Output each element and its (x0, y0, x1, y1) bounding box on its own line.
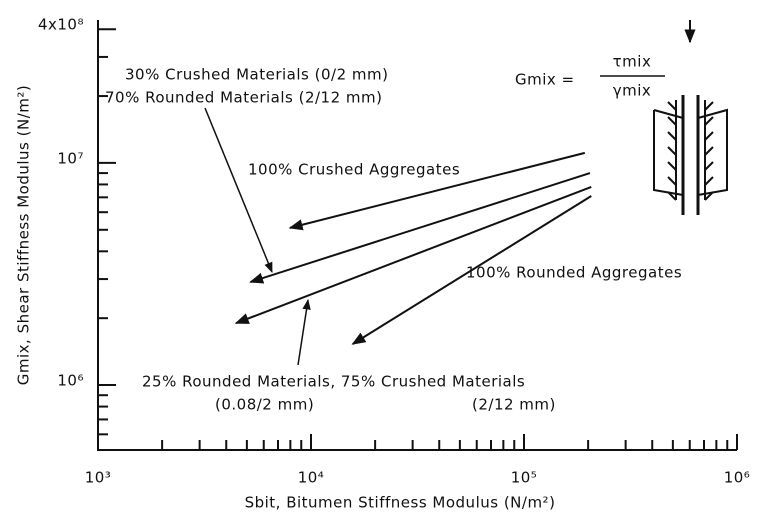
chart: Sbit, Bitumen Stiffness Modulus (N/m²) G… (0, 0, 765, 522)
y-tick-label: 10⁶ (57, 372, 84, 390)
x-tick-label: 10⁵ (511, 469, 538, 487)
x-axis-label: Sbit, Bitumen Stiffness Modulus (N/m²) (245, 494, 556, 512)
y-tick-label: 10⁷ (57, 149, 84, 167)
y-axis-label: Gmix, Shear Stiffness Modulus (N/m²) (15, 85, 33, 385)
annotation: (2/12 mm) (472, 396, 556, 414)
specimen-diagram (654, 20, 727, 215)
annotation: (0.08/2 mm) (215, 396, 314, 414)
annotation: 70% Rounded Materials (2/12 mm) (105, 89, 383, 107)
pointer-arrow (205, 108, 272, 272)
formula-lhs: Gmix = (515, 71, 575, 89)
annotation: 100% Crushed Aggregates (248, 161, 460, 179)
series-line (236, 187, 591, 323)
annotation: 100% Rounded Aggregates (466, 264, 682, 282)
x-tick-label: 10³ (85, 469, 112, 487)
formula-numerator: τmix (613, 53, 652, 71)
formula-denominator: γmix (613, 82, 652, 100)
x-tick-label: 10⁴ (298, 469, 325, 487)
pointer-arrow (298, 300, 308, 365)
annotation: 30% Crushed Materials (0/2 mm) (125, 66, 388, 84)
y-tick-label: 4x10⁸ (38, 16, 84, 34)
annotation: 25% Rounded Materials, 75% Crushed Mater… (142, 373, 525, 391)
x-tick-label: 10⁶ (724, 469, 751, 487)
